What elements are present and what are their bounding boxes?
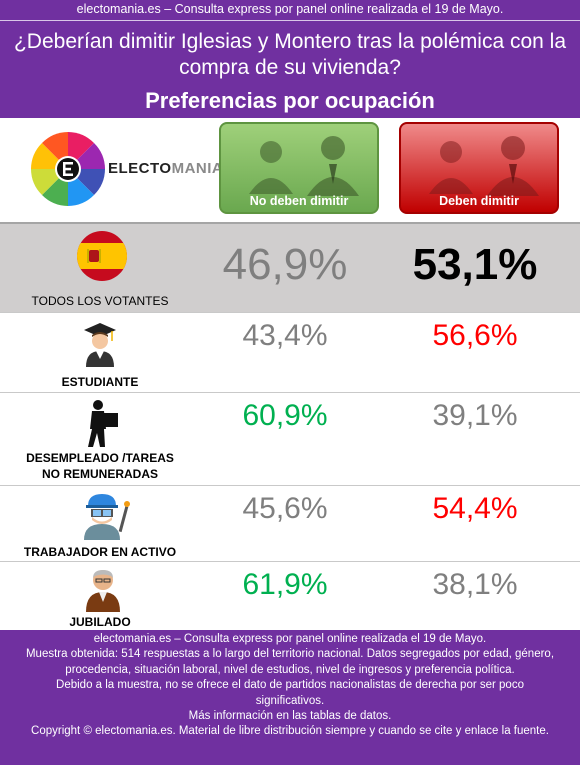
row-label: DESEMPLEADO /TAREAS [26,451,174,465]
logo-text-dark: ELECTO [108,160,172,177]
footer-note: Debido a la muestra, no se ofrece el dat… [56,679,524,707]
source-line: electomania.es – Consulta express por pa… [76,2,504,16]
electomania-logo: ELECTOMANIA [28,128,223,210]
value-no-dimitir: 45,6% [242,492,328,525]
table-row-todos: TODOS LOS VOTANTES 46,9% 53,1% [0,222,580,312]
retiree-icon [86,570,120,612]
table-row-trabajador: TRABAJADOR EN ACTIVO 45,6% 54,4% [0,485,580,561]
header-divider [0,20,580,21]
politicians-photo-icon [249,136,359,196]
politicians-photo-icon [429,136,539,196]
option-card-no-dimitir: No deben dimitir [219,122,379,214]
electomania-logo-icon [31,132,105,206]
value-dimitir: 39,1% [432,399,518,432]
survey-question: ¿Deberían dimitir Iglesias y Montero tra… [13,30,567,79]
row-label: JUBILADO [69,615,131,629]
option-label-dimitir: Deben dimitir [439,194,519,208]
footer-sample: Muestra obtenida: 514 respuestas a lo la… [25,648,555,676]
row-label: TRABAJADOR EN ACTIVO [23,545,177,559]
table-row-jubilado: JUBILADO 61,9% 38,1% [0,561,580,630]
spain-flag-icon [77,231,127,281]
table-row-estudiante: ESTUDIANTE 43,4% 56,6% [0,312,580,392]
welder-icon [84,494,130,540]
value-no-dimitir: 60,9% [242,399,328,432]
value-no-dimitir: 46,9% [222,240,348,289]
row-label: NO REMUNERADAS [41,467,158,481]
worker-carrying-box-icon [88,400,118,447]
option-card-dimitir: Deben dimitir [399,122,559,214]
logo-wordmark: ELECTOMANIA [108,160,223,177]
footer-source: electomania.es – Consulta express por pa… [93,633,487,645]
row-label: TODOS LOS VOTANTES [31,294,169,308]
value-dimitir: 53,1% [412,240,538,289]
value-dimitir: 38,1% [432,568,518,601]
logo-text-grey: MANIA [171,160,224,177]
footer-band: electomania.es – Consulta express por pa… [0,630,580,765]
value-dimitir: 54,4% [432,492,518,525]
graduate-icon [84,323,116,367]
header-band: electomania.es – Consulta express por pa… [0,0,580,118]
footer-copyright: Copyright © electomania.es. Material de … [31,725,549,738]
value-dimitir: 56,6% [432,319,518,352]
table-row-desempleado: DESEMPLEADO /TAREAS NO REMUNERADAS 60,9%… [0,392,580,485]
row-label: ESTUDIANTE [61,375,139,389]
footer-more-info: Más información en las tablas de datos. [188,710,392,723]
value-no-dimitir: 43,4% [242,319,328,352]
value-no-dimitir: 61,9% [242,568,328,601]
page-subtitle: Preferencias por ocupación [145,88,435,113]
option-label-no-dimitir: No deben dimitir [249,194,349,208]
